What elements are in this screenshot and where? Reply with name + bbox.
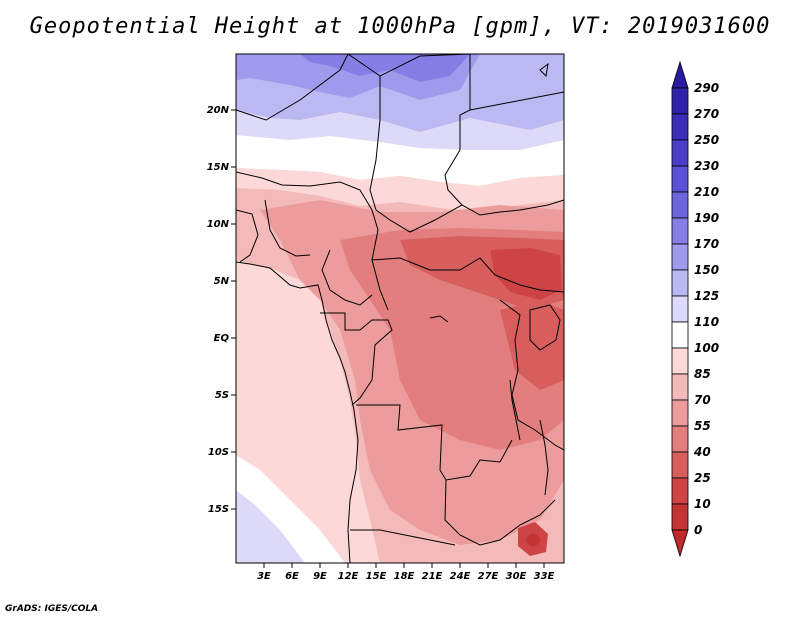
- lon-axis: [263, 563, 545, 568]
- colorbar-label: 40: [693, 445, 711, 459]
- lon-label: 6E: [285, 571, 299, 582]
- colorbar-swatch-250: [671, 139, 689, 167]
- border-segment: [529, 304, 561, 351]
- border-segment: [469, 91, 564, 111]
- colorbar-label: 170: [694, 237, 719, 251]
- border-segment: [236, 171, 389, 311]
- colorbar-swatch-210: [671, 191, 689, 219]
- field-125-band: [236, 110, 564, 150]
- lat-label: 15S: [208, 504, 229, 515]
- lon-label: 12E: [338, 571, 359, 582]
- credit-text: GrADS: IGES/COLA: [5, 604, 99, 614]
- colorbar-label: 55: [694, 419, 711, 433]
- colorbar-swatch-290: [671, 87, 689, 115]
- colorbar-label: 25: [694, 471, 711, 485]
- coast-segment: [539, 62, 549, 78]
- lake-segment: [509, 379, 521, 441]
- lon-label: 9E: [313, 571, 327, 582]
- colorbar-label: 125: [694, 289, 719, 303]
- coastline-west: [236, 261, 359, 563]
- colorbar-swatch-170: [671, 243, 689, 271]
- map-frame: [235, 53, 565, 564]
- colorbar-label: 230: [694, 159, 719, 173]
- chart-title: Geopotential Height at 1000hPa [gpm], VT…: [29, 14, 771, 39]
- lon-label: 24E: [450, 571, 471, 582]
- lon-label: 21E: [422, 571, 443, 582]
- colorbar-top-arrow: [671, 60, 689, 89]
- field-25-region: [490, 248, 562, 300]
- colorbar-label: 10: [694, 497, 711, 511]
- field-100-band: [236, 168, 564, 212]
- colorbar-labels: 290 270 250 230 210 190 170 150 125 110 …: [693, 81, 719, 537]
- colorbar-swatch-70: [671, 399, 689, 427]
- colorbar-swatch-110: [671, 321, 689, 349]
- border-segment: [371, 257, 564, 293]
- border-segment: [444, 479, 556, 546]
- lat-label: EQ: [214, 333, 230, 344]
- colorbar-label: 210: [694, 185, 719, 199]
- height-field: [236, 54, 564, 563]
- borders: [236, 54, 564, 563]
- lat-label: 5S: [215, 390, 229, 401]
- border-segment: [356, 404, 513, 481]
- lon-labels: 3E 6E 9E 12E 15E 18E 21E 24E 27E 30E 33E: [257, 571, 554, 582]
- lat-labels: 20N 15N 10N 5N EQ 5S 10S 15S: [207, 105, 230, 515]
- lon-label: 27E: [478, 571, 499, 582]
- colorbar-swatch-230: [671, 165, 689, 193]
- field-190-band: [300, 54, 470, 82]
- lat-label: 10N: [207, 219, 230, 230]
- border-segment: [350, 529, 456, 546]
- colorbar-label: 100: [694, 341, 719, 355]
- border-segment: [236, 209, 259, 263]
- colorbar-swatch-25: [671, 477, 689, 505]
- field-10-low-center: [526, 534, 540, 546]
- border-segment: [236, 54, 349, 121]
- lake-segment: [539, 419, 549, 496]
- colorbar-swatch-40: [671, 451, 689, 479]
- lat-label: 15N: [207, 162, 230, 173]
- border-segment: [320, 312, 393, 406]
- colorbar: [671, 60, 689, 558]
- field-110-band: [236, 135, 564, 186]
- colorbar-label: 85: [694, 367, 711, 381]
- lon-label: 30E: [506, 571, 527, 582]
- colorbar-label: 250: [694, 133, 719, 147]
- colorbar-label: 190: [694, 211, 719, 225]
- border-segment: [347, 54, 381, 211]
- lake-segment: [429, 315, 449, 323]
- border-segment: [379, 54, 471, 206]
- colorbar-swatch-10: [671, 503, 689, 531]
- lon-label: 33E: [534, 571, 555, 582]
- lon-label: 15E: [366, 571, 387, 582]
- colorbar-bottom-arrow: [671, 529, 689, 558]
- colorbar-label: 290: [694, 81, 719, 95]
- colorbar-label: 0: [694, 523, 702, 537]
- field-125-ocean: [236, 490, 305, 563]
- border-segment: [375, 199, 564, 233]
- colorbar-swatch-125: [671, 295, 689, 323]
- field-40-east-africa: [500, 300, 564, 390]
- colorbar-label: 270: [694, 107, 719, 121]
- lat-label: 10S: [208, 447, 229, 458]
- border-segment: [264, 199, 311, 257]
- colorbar-swatch-55: [671, 425, 689, 453]
- colorbar-swatch-270: [671, 113, 689, 141]
- colorbar-label: 150: [694, 263, 719, 277]
- lat-label: 20N: [207, 105, 230, 116]
- lon-label: 18E: [394, 571, 415, 582]
- colorbar-swatch-100: [671, 347, 689, 375]
- colorbar-label: 110: [694, 315, 719, 329]
- colorbar-swatch-85: [671, 373, 689, 401]
- lat-axis: [231, 109, 236, 510]
- colorbar-swatch-150: [671, 269, 689, 297]
- colorbar-label: 70: [694, 393, 711, 407]
- border-segment: [321, 249, 373, 306]
- colorbar-swatch-190: [671, 217, 689, 245]
- lon-label: 3E: [257, 571, 271, 582]
- lat-label: 5N: [214, 276, 230, 287]
